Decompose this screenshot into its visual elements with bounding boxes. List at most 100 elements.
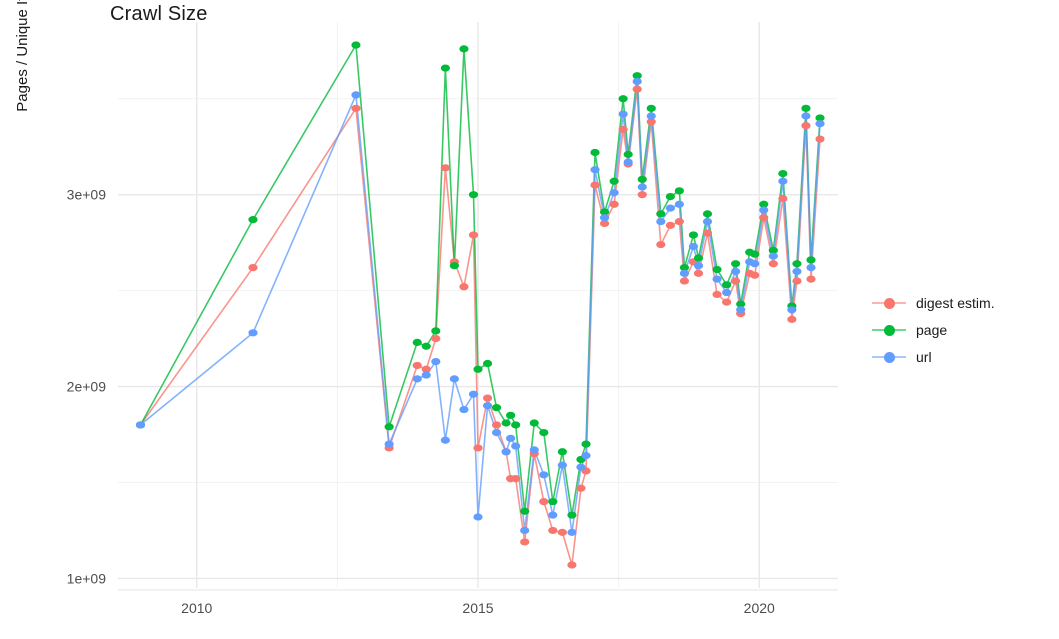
data-point: [806, 275, 816, 283]
legend-item-url[interactable]: url: [872, 343, 1052, 370]
data-point: [801, 122, 811, 130]
data-point: [609, 189, 619, 197]
data-point: [618, 110, 628, 118]
legend-swatch-page: [872, 321, 906, 339]
data-point: [351, 104, 361, 112]
data-point: [520, 538, 530, 546]
data-point: [248, 329, 258, 337]
data-point: [473, 513, 483, 521]
data-point: [674, 217, 684, 226]
series-points-url: [135, 77, 825, 536]
data-point: [501, 419, 511, 427]
data-point: [412, 338, 422, 347]
y-axis-title: Pages / Unique Items: [14, 0, 31, 112]
data-point: [482, 394, 493, 402]
data-point: [590, 181, 600, 189]
data-point: [567, 561, 577, 569]
data-point: [459, 283, 469, 291]
data-point: [440, 164, 450, 172]
data-point: [759, 206, 769, 214]
data-point: [815, 135, 825, 143]
data-point: [440, 64, 450, 72]
data-point: [637, 191, 647, 199]
data-point: [468, 191, 479, 199]
data-point: [473, 365, 483, 373]
data-point: [693, 269, 704, 277]
y-axis-title-container: Pages / Unique Items: [14, 0, 36, 490]
data-point: [459, 405, 469, 414]
data-point: [646, 112, 656, 120]
data-point: [431, 358, 441, 366]
data-point: [688, 242, 699, 251]
data-point: [412, 361, 422, 370]
data-point: [731, 277, 741, 285]
data-point: [722, 298, 732, 306]
data-point: [548, 526, 558, 535]
data-point: [576, 463, 586, 471]
data-point: [768, 260, 778, 268]
data-point: [815, 120, 825, 128]
data-point: [539, 428, 549, 437]
legend-label-digest: digest estim.: [916, 294, 995, 311]
data-point: [722, 281, 732, 289]
data-point: [759, 200, 769, 208]
series-layer: [135, 41, 825, 569]
data-point: [712, 290, 722, 299]
data-point: [665, 193, 675, 201]
data-point: [581, 440, 591, 448]
data-point: [421, 365, 431, 373]
data-point: [702, 229, 713, 237]
data-point: [248, 216, 258, 224]
data-point: [449, 262, 459, 270]
series-points-digestestim: [135, 85, 825, 569]
legend-label-url: url: [916, 348, 932, 365]
data-point: [482, 402, 493, 410]
data-point: [815, 114, 825, 122]
data-point: [646, 118, 656, 126]
data-point: [637, 183, 647, 191]
data-point: [750, 271, 760, 279]
data-point: [248, 263, 258, 272]
data-point: [548, 511, 558, 519]
data-point: [702, 217, 713, 226]
data-point: [548, 498, 558, 506]
data-point: [679, 277, 690, 285]
gridlines: [118, 22, 838, 591]
data-point: [609, 177, 619, 185]
data-point: [468, 390, 479, 398]
data-point: [656, 210, 666, 218]
data-point: [787, 315, 797, 323]
x-tick-label: 2020: [744, 600, 775, 616]
data-point: [539, 498, 549, 506]
data-point: [623, 158, 633, 166]
x-tick-label: 2010: [181, 600, 212, 616]
data-point: [702, 210, 713, 218]
data-point: [688, 231, 699, 239]
legend-item-digest[interactable]: digest estim.: [872, 289, 1052, 316]
data-point: [693, 262, 704, 270]
data-point: [468, 231, 479, 239]
data-point: [351, 41, 361, 49]
data-point: [632, 77, 642, 86]
data-point: [656, 217, 666, 226]
data-point: [511, 421, 521, 429]
data-point: [520, 507, 530, 515]
data-point: [557, 528, 567, 536]
data-point: [679, 263, 690, 272]
legend-item-page[interactable]: page: [872, 316, 1052, 343]
data-point: [421, 342, 431, 350]
data-point: [623, 150, 633, 158]
data-point: [792, 267, 802, 276]
data-point: [693, 254, 704, 262]
data-point: [440, 436, 450, 444]
data-point: [674, 187, 684, 195]
data-point: [567, 511, 577, 519]
y-tick-label: 3e+09: [67, 187, 107, 203]
legend-swatch-digest: [872, 294, 906, 312]
data-point: [491, 404, 502, 412]
data-point: [529, 419, 539, 427]
data-point: [473, 444, 483, 452]
legend-label-page: page: [916, 321, 948, 338]
